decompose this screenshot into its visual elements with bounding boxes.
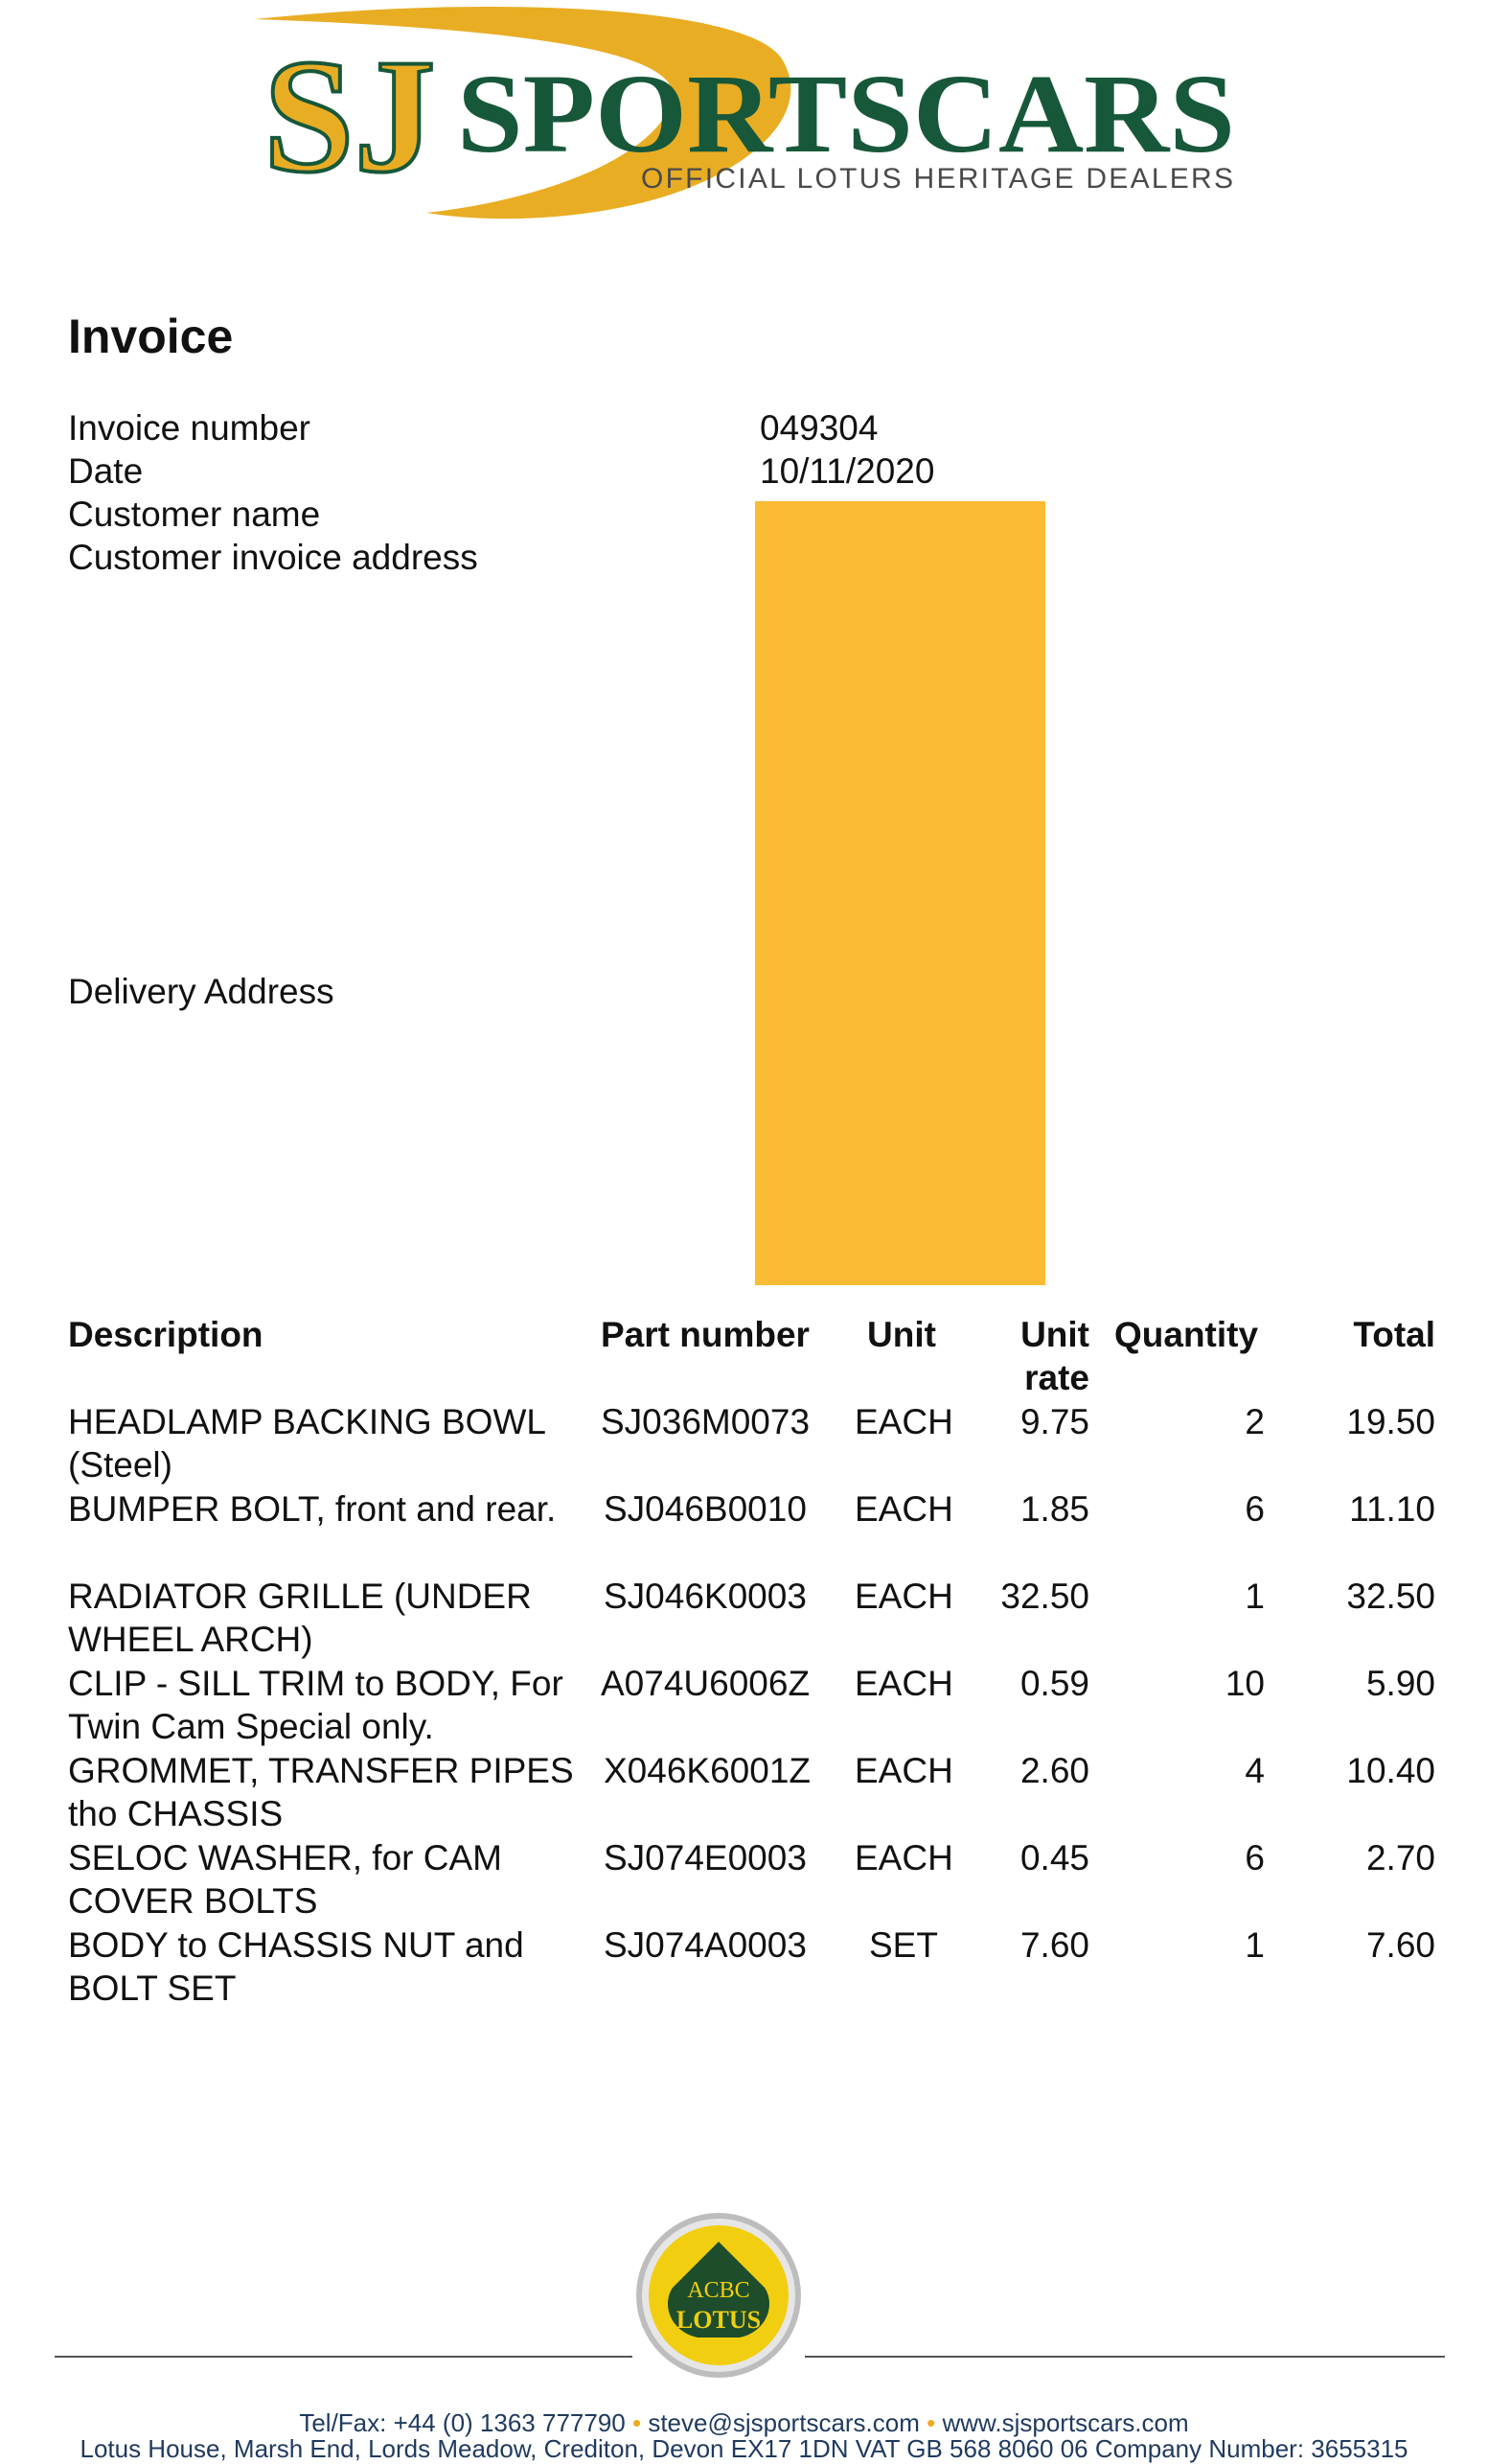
row-unit: EACH (855, 1664, 953, 1703)
row-total: 5.90 (1365, 1664, 1435, 1703)
footer-separator: • (631, 2408, 642, 2437)
row-description: GROMMET, TRANSFER PIPES tho CHASSIS (68, 1751, 574, 1833)
delivery-address-label: Delivery Address (68, 972, 334, 1011)
invoice-number-value: 049304 (760, 408, 879, 448)
row-unit: EACH (855, 1838, 953, 1877)
row-quantity: 10 (1225, 1664, 1265, 1703)
col-header-unit: Unit (867, 1315, 936, 1354)
logo-swoosh (254, 7, 791, 219)
row-total: 19.50 (1346, 1402, 1435, 1441)
row-total: 2.70 (1365, 1838, 1435, 1877)
sj-sportscars-logo: SJ SPORTSCARS OFFICIAL LOTUS HERITAGE DE… (254, 7, 1235, 219)
invoice-number-label: Invoice number (68, 408, 310, 448)
row-total: 10.40 (1346, 1751, 1435, 1790)
col-header-unit-rate-line2: rate (1024, 1358, 1089, 1397)
row-quantity: 2 (1245, 1402, 1265, 1441)
lotus-monogram: ACBC (687, 2278, 749, 2303)
lotus-badge-text: LOTUS (676, 2306, 761, 2334)
row-part-number: SJ046K0003 (604, 1577, 807, 1616)
customer-name-label: Customer name (68, 495, 321, 534)
row-unit: EACH (855, 1402, 953, 1441)
row-description: SELOC WASHER, for CAM COVER BOLTS (68, 1838, 502, 1921)
row-total: 7.60 (1365, 1925, 1435, 1965)
col-header-part-number: Part number (601, 1315, 810, 1354)
row-unit-rate: 9.75 (1019, 1402, 1089, 1441)
logo-initials: SJ (263, 26, 436, 206)
row-unit-rate: 32.50 (1000, 1577, 1089, 1616)
invoice-title: Invoice (68, 310, 234, 363)
row-unit: EACH (855, 1751, 953, 1790)
footer-email-link[interactable]: steve@sjsportscars.com (648, 2408, 920, 2437)
row-unit: EACH (855, 1577, 953, 1616)
row-total: 11.10 (1349, 1489, 1435, 1529)
row-part-number: SJ074A0003 (604, 1925, 807, 1965)
logo-tagline: OFFICIAL LOTUS HERITAGE DEALERS (641, 163, 1233, 195)
row-description: CLIP - SILL TRIM to BODY, For Twin Cam S… (68, 1664, 563, 1746)
row-total: 32.50 (1346, 1577, 1435, 1616)
footer-website-link[interactable]: www.sjsportscars.com (942, 2408, 1189, 2437)
row-description: HEADLAMP BACKING BOWL (Steel) (68, 1402, 545, 1485)
row-part-number: SJ074E0003 (604, 1838, 807, 1877)
row-part-number: SJ036M0073 (601, 1402, 811, 1441)
date-label: Date (68, 451, 144, 491)
col-header-total: Total (1353, 1315, 1435, 1354)
row-unit-rate: 0.59 (1019, 1664, 1089, 1703)
row-unit-rate: 7.60 (1019, 1925, 1089, 1965)
footer-divider-right (805, 2356, 1445, 2358)
row-description: BUMPER BOLT, front and rear. (68, 1489, 557, 1529)
footer-separator: • (927, 2408, 936, 2437)
row-unit: SET (869, 1925, 938, 1965)
col-header-unit-rate-line1: Unit (1020, 1315, 1089, 1354)
row-quantity: 6 (1245, 1838, 1265, 1877)
row-description: RADIATOR GRILLE (UNDER WHEEL ARCH) (68, 1577, 532, 1659)
row-part-number: SJ046B0010 (604, 1489, 807, 1529)
redaction-block (755, 501, 1045, 1285)
lotus-badge-logo: ACBC LOTUS (636, 2213, 801, 2378)
row-unit: EACH (855, 1489, 953, 1529)
row-description: BODY to CHASSIS NUT and BOLT SET (68, 1925, 524, 2008)
row-unit-rate: 2.60 (1019, 1751, 1089, 1790)
row-quantity: 1 (1245, 1577, 1265, 1616)
row-quantity: 6 (1245, 1489, 1265, 1529)
row-unit-rate: 0.45 (1019, 1838, 1089, 1877)
row-unit-rate: 1.85 (1019, 1489, 1089, 1529)
date-value: 10/11/2020 (760, 451, 935, 491)
row-quantity: 4 (1245, 1751, 1265, 1790)
row-quantity: 1 (1245, 1925, 1265, 1965)
col-header-description: Description (68, 1315, 263, 1354)
footer-tel: Tel/Fax: +44 (0) 1363 777790 (299, 2408, 626, 2437)
footer-address: Lotus House, Marsh End, Lords Meadow, Cr… (80, 2434, 1408, 2463)
footer-divider-left (55, 2356, 632, 2358)
row-part-number: X046K6001Z (604, 1751, 812, 1790)
footer-contact-line: Tel/Fax: +44 (0) 1363 777790 • steve@sjs… (0, 2408, 1488, 2438)
row-part-number: A074U6006Z (601, 1664, 811, 1703)
customer-address-label: Customer invoice address (68, 538, 478, 577)
logo-wordmark: SPORTSCARS (457, 51, 1235, 176)
col-header-quantity: Quantity (1114, 1315, 1259, 1354)
col-header-unit-rate: Unit rate (958, 1313, 1089, 1399)
